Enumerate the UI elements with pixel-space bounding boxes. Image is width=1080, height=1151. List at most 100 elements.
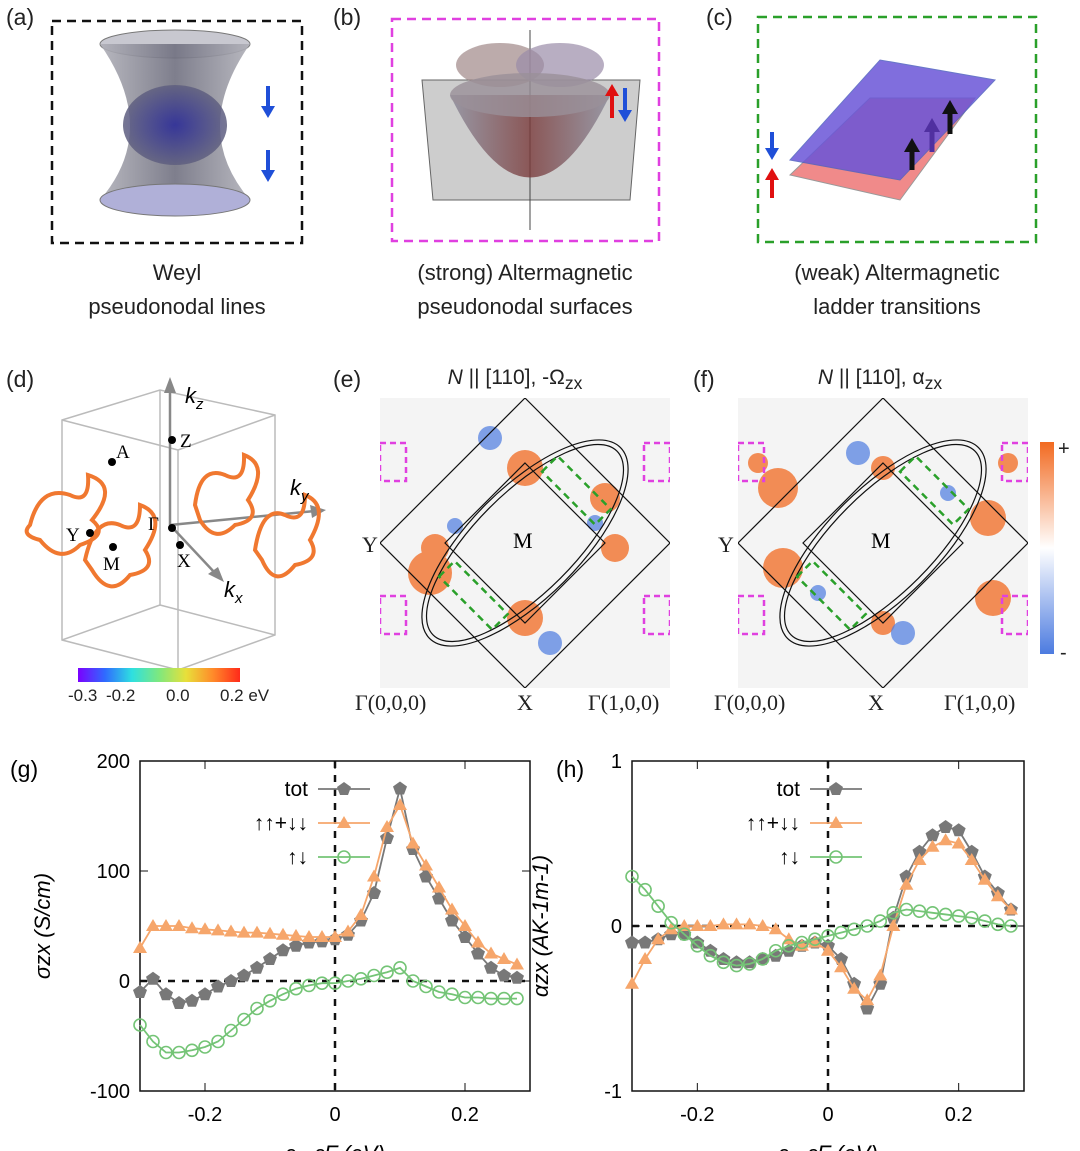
data-point bbox=[263, 952, 277, 965]
colorbar-tick-4: 0.2 eV bbox=[220, 686, 270, 705]
panel-label-d: (d) bbox=[6, 366, 35, 392]
chart-0: -0.2 0 0.2 -100 0 100 200 ε - εF (eV) σzx (S/cm)… bbox=[10, 751, 531, 1151]
data-point bbox=[991, 917, 1005, 932]
panel-b-illustration bbox=[390, 17, 661, 243]
data-point bbox=[886, 919, 901, 931]
axis-kz: kz bbox=[185, 383, 204, 413]
data-point bbox=[781, 939, 796, 953]
data-point bbox=[925, 828, 940, 842]
legend-label: ↑↑+↓↓ bbox=[746, 812, 800, 835]
down-arrow-icon bbox=[261, 86, 275, 118]
data-point bbox=[211, 923, 225, 936]
data-point bbox=[742, 917, 757, 930]
axis-ky: ky bbox=[290, 475, 310, 505]
panel-a-illustration bbox=[50, 19, 304, 245]
data-point bbox=[146, 1034, 160, 1049]
data-point bbox=[510, 970, 524, 984]
data-point bbox=[873, 914, 888, 928]
panel-e-Y: Y bbox=[362, 532, 378, 557]
x-axis-label: ε - εF (eV) bbox=[778, 1141, 878, 1151]
data-point bbox=[821, 929, 835, 943]
data-point bbox=[664, 915, 679, 930]
data-point bbox=[690, 939, 705, 953]
data-point bbox=[510, 957, 524, 970]
data-point bbox=[938, 907, 953, 922]
data-point bbox=[133, 941, 147, 953]
data-point bbox=[445, 902, 459, 915]
data-point bbox=[263, 926, 277, 939]
caption-a: Weyl pseudonodal lines bbox=[88, 260, 266, 319]
data-point bbox=[211, 979, 225, 993]
data-point bbox=[250, 1001, 264, 1016]
data-point bbox=[172, 996, 186, 1009]
data-point bbox=[289, 928, 303, 941]
data-point bbox=[380, 965, 394, 979]
data-point bbox=[729, 917, 744, 930]
data-point bbox=[224, 924, 238, 937]
energy-colorbar bbox=[78, 668, 240, 682]
data-point bbox=[847, 981, 862, 994]
legend-label: tot bbox=[777, 778, 801, 801]
data-point bbox=[938, 833, 953, 846]
data-point bbox=[742, 957, 757, 971]
data-point bbox=[159, 1045, 173, 1060]
x-axis-label: ε - εF (eV) bbox=[285, 1141, 385, 1151]
panel-f-Y: Y bbox=[718, 532, 734, 557]
data-point bbox=[638, 882, 652, 897]
data-point bbox=[263, 994, 277, 1008]
data-point bbox=[393, 781, 407, 795]
series-line-0 bbox=[139, 788, 518, 1004]
data-point bbox=[497, 991, 511, 1006]
top-row-illustrations bbox=[50, 15, 1038, 245]
data-point bbox=[315, 930, 329, 942]
data-point bbox=[977, 872, 992, 885]
x-tick-label: 0 bbox=[822, 1104, 833, 1126]
up-arrow-icon bbox=[605, 84, 619, 118]
data-point bbox=[1004, 919, 1018, 933]
data-point bbox=[133, 1018, 147, 1032]
data-point bbox=[237, 925, 251, 938]
line-charts: -0.200.2-1000100200ε - εF (eV)σzx (S/cm)… bbox=[10, 751, 1025, 1151]
data-point bbox=[328, 930, 342, 942]
data-point bbox=[315, 976, 329, 990]
up-arrow-icon bbox=[765, 168, 779, 198]
y-tick-label: 200 bbox=[97, 751, 130, 773]
data-point bbox=[185, 921, 199, 934]
data-point bbox=[211, 1034, 225, 1049]
data-point bbox=[860, 993, 875, 1006]
data-point bbox=[625, 869, 639, 884]
data-point bbox=[497, 968, 511, 982]
legend-marker bbox=[829, 816, 843, 828]
y-axis-label: αzx (AK-1m-1) bbox=[528, 855, 553, 997]
data-point bbox=[471, 946, 485, 960]
data-point bbox=[964, 853, 979, 865]
data-point bbox=[458, 930, 472, 943]
panel-e-map: M bbox=[380, 398, 670, 688]
data-point bbox=[1003, 902, 1018, 915]
data-point bbox=[912, 844, 927, 858]
data-point bbox=[185, 993, 199, 1007]
data-point bbox=[677, 919, 692, 931]
data-point bbox=[185, 1043, 199, 1058]
data-point bbox=[821, 943, 835, 956]
legend-label: tot bbox=[285, 778, 309, 801]
data-point bbox=[289, 981, 303, 996]
data-point bbox=[445, 987, 459, 1001]
data-point bbox=[432, 880, 446, 893]
data-point bbox=[224, 1023, 238, 1038]
x-tick-label: 0 bbox=[329, 1104, 340, 1126]
x-tick-label: -0.2 bbox=[188, 1104, 222, 1126]
panel-d-brillouin-zone: A Z Γ Y M X kz ky kx bbox=[24, 377, 326, 671]
berry-colorbar bbox=[1040, 442, 1054, 654]
data-point bbox=[172, 1045, 186, 1060]
data-point bbox=[729, 958, 744, 973]
y-axis-label: σzx (S/cm) bbox=[30, 873, 55, 979]
data-point bbox=[912, 853, 927, 865]
data-point bbox=[393, 961, 407, 975]
data-point bbox=[133, 985, 147, 998]
legend-label: ↑↑+↓↓ bbox=[254, 812, 308, 835]
y-tick-label: -100 bbox=[90, 1081, 130, 1103]
data-point bbox=[237, 1012, 251, 1027]
colorbar-tick-1: -0.3 bbox=[68, 686, 98, 705]
point-Gamma: Γ bbox=[148, 514, 159, 535]
